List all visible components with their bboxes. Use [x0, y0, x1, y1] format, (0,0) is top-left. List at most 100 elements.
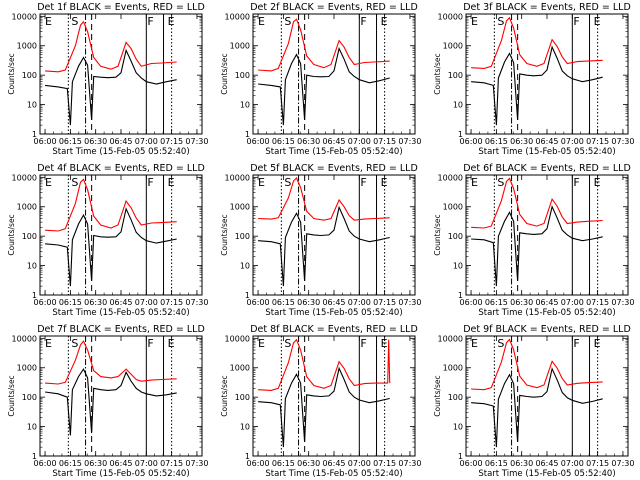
plot-area: [45, 336, 177, 456]
chart-title: Det 8f BLACK = Events, RED = LLD: [250, 324, 418, 335]
x-tick-label: 06:00: [247, 459, 270, 468]
x-tick-label: 07:00: [561, 459, 584, 468]
x-tick-label: 06:00: [247, 137, 270, 146]
y-tick-label: 1: [245, 291, 250, 300]
x-tick-label: 06:00: [34, 459, 57, 468]
interval-flag-label: E: [45, 176, 52, 189]
x-tick-label: 07:30: [185, 298, 208, 307]
interval-flag-label: E: [471, 15, 478, 28]
interval-flag-label: F: [147, 15, 153, 28]
interval-flag-label: S: [284, 15, 291, 28]
y-tick-label: 1000: [17, 42, 37, 51]
x-tick-label: 07:15: [160, 459, 183, 468]
y-axis-label: Counts/sec: [220, 375, 229, 416]
plot-area: [258, 175, 390, 295]
lld-series-line: [45, 20, 177, 73]
y-tick-label: 1000: [230, 42, 250, 51]
y-tick-label: 1: [32, 452, 37, 461]
y-axis-label: Counts/sec: [7, 375, 16, 416]
y-tick-label: 10000: [438, 334, 463, 343]
chart-title: Det 7f BLACK = Events, RED = LLD: [37, 324, 205, 335]
y-tick-label: 100: [448, 232, 463, 241]
lld-series-line: [258, 338, 391, 391]
x-tick-label: 07:30: [611, 459, 634, 468]
interval-flag-label: E: [45, 15, 52, 28]
x-tick-label: 06:00: [460, 459, 483, 468]
interval-flag-label: E: [594, 15, 601, 28]
lld-series-line: [258, 18, 390, 72]
interval-flag-label: E: [594, 176, 601, 189]
y-axis-label: Counts/sec: [220, 53, 229, 94]
y-tick-label: 100: [22, 71, 37, 80]
x-tick-label: 07:30: [185, 137, 208, 146]
x-axis-label: Start Time (15-Feb-05 05:52:40): [52, 147, 189, 157]
interval-flag-label: F: [147, 176, 153, 189]
interval-flag-label: F: [360, 176, 366, 189]
x-tick-label: 06:45: [109, 298, 132, 307]
x-axis-label: Start Time (15-Feb-05 05:52:40): [478, 147, 615, 157]
y-tick-label: 1000: [443, 42, 463, 51]
y-axis-label: Counts/sec: [433, 214, 442, 255]
x-tick-label: 06:45: [322, 298, 345, 307]
y-axis-label: Counts/sec: [7, 53, 16, 94]
y-tick-label: 10: [453, 262, 463, 271]
plot-frame: [39, 335, 203, 457]
lld-series-line: [471, 16, 603, 69]
interval-flag-label: E: [258, 15, 265, 28]
plot-frame: [252, 174, 416, 296]
y-tick-label: 1: [458, 452, 463, 461]
plot-area: [258, 14, 390, 134]
x-tick-label: 06:45: [322, 137, 345, 146]
x-tick-label: 06:00: [34, 298, 57, 307]
x-tick-label: 06:30: [297, 459, 320, 468]
interval-flag-label: F: [573, 15, 579, 28]
interval-flag-label: E: [258, 176, 265, 189]
x-tick-label: 07:15: [160, 137, 183, 146]
y-tick-label: 1: [458, 291, 463, 300]
y-tick-label: 10: [27, 423, 37, 432]
x-tick-label: 06:00: [460, 298, 483, 307]
y-tick-label: 1: [245, 130, 250, 139]
events-series-line: [45, 367, 177, 436]
interval-flag-label: E: [258, 337, 265, 350]
y-axis-label: Counts/sec: [220, 214, 229, 255]
y-tick-label: 10: [240, 262, 250, 271]
interval-flag-label: E: [381, 15, 388, 28]
x-tick-label: 06:00: [34, 137, 57, 146]
interval-flag-label: S: [71, 176, 78, 189]
x-tick-label: 06:45: [535, 298, 558, 307]
y-axis-label: Counts/sec: [433, 53, 442, 94]
chart-title: Det 1f BLACK = Events, RED = LLD: [37, 2, 205, 13]
plot-area: [45, 175, 177, 295]
x-tick-label: 07:30: [185, 459, 208, 468]
x-tick-label: 07:00: [348, 298, 371, 307]
x-tick-label: 07:30: [611, 298, 634, 307]
x-tick-label: 07:30: [398, 137, 421, 146]
x-tick-label: 06:15: [485, 137, 508, 146]
lld-series-line: [45, 340, 177, 385]
chart-title: Det 2f BLACK = Events, RED = LLD: [250, 2, 418, 13]
plot-frame: [465, 335, 629, 457]
x-tick-label: 06:45: [109, 459, 132, 468]
x-axis-label: Start Time (15-Feb-05 05:52:40): [265, 147, 402, 157]
y-tick-label: 10000: [225, 334, 250, 343]
chart-panel: Det 2f BLACK = Events, RED = LLD 1 10 100 10…: [220, 2, 421, 157]
y-tick-label: 10: [240, 101, 250, 110]
y-tick-label: 100: [235, 232, 250, 241]
x-tick-label: 06:45: [535, 459, 558, 468]
events-series-line: [258, 366, 390, 448]
chart-title: Det 4f BLACK = Events, RED = LLD: [37, 163, 205, 174]
interval-flag-label: E: [168, 15, 175, 28]
plot-frame: [39, 174, 203, 296]
x-tick-label: 07:30: [398, 298, 421, 307]
x-tick-label: 07:00: [348, 137, 371, 146]
x-axis-label: Start Time (15-Feb-05 05:52:40): [478, 469, 615, 479]
events-series-line: [258, 46, 390, 126]
interval-flag-label: F: [360, 15, 366, 28]
chart-panel: Det 4f BLACK = Events, RED = LLD 1 10 100 10…: [7, 163, 208, 318]
y-tick-label: 10000: [438, 173, 463, 182]
interval-flag-label: E: [471, 176, 478, 189]
x-tick-label: 06:45: [322, 459, 345, 468]
plot-frame: [465, 174, 629, 296]
plot-frame: [39, 13, 203, 135]
